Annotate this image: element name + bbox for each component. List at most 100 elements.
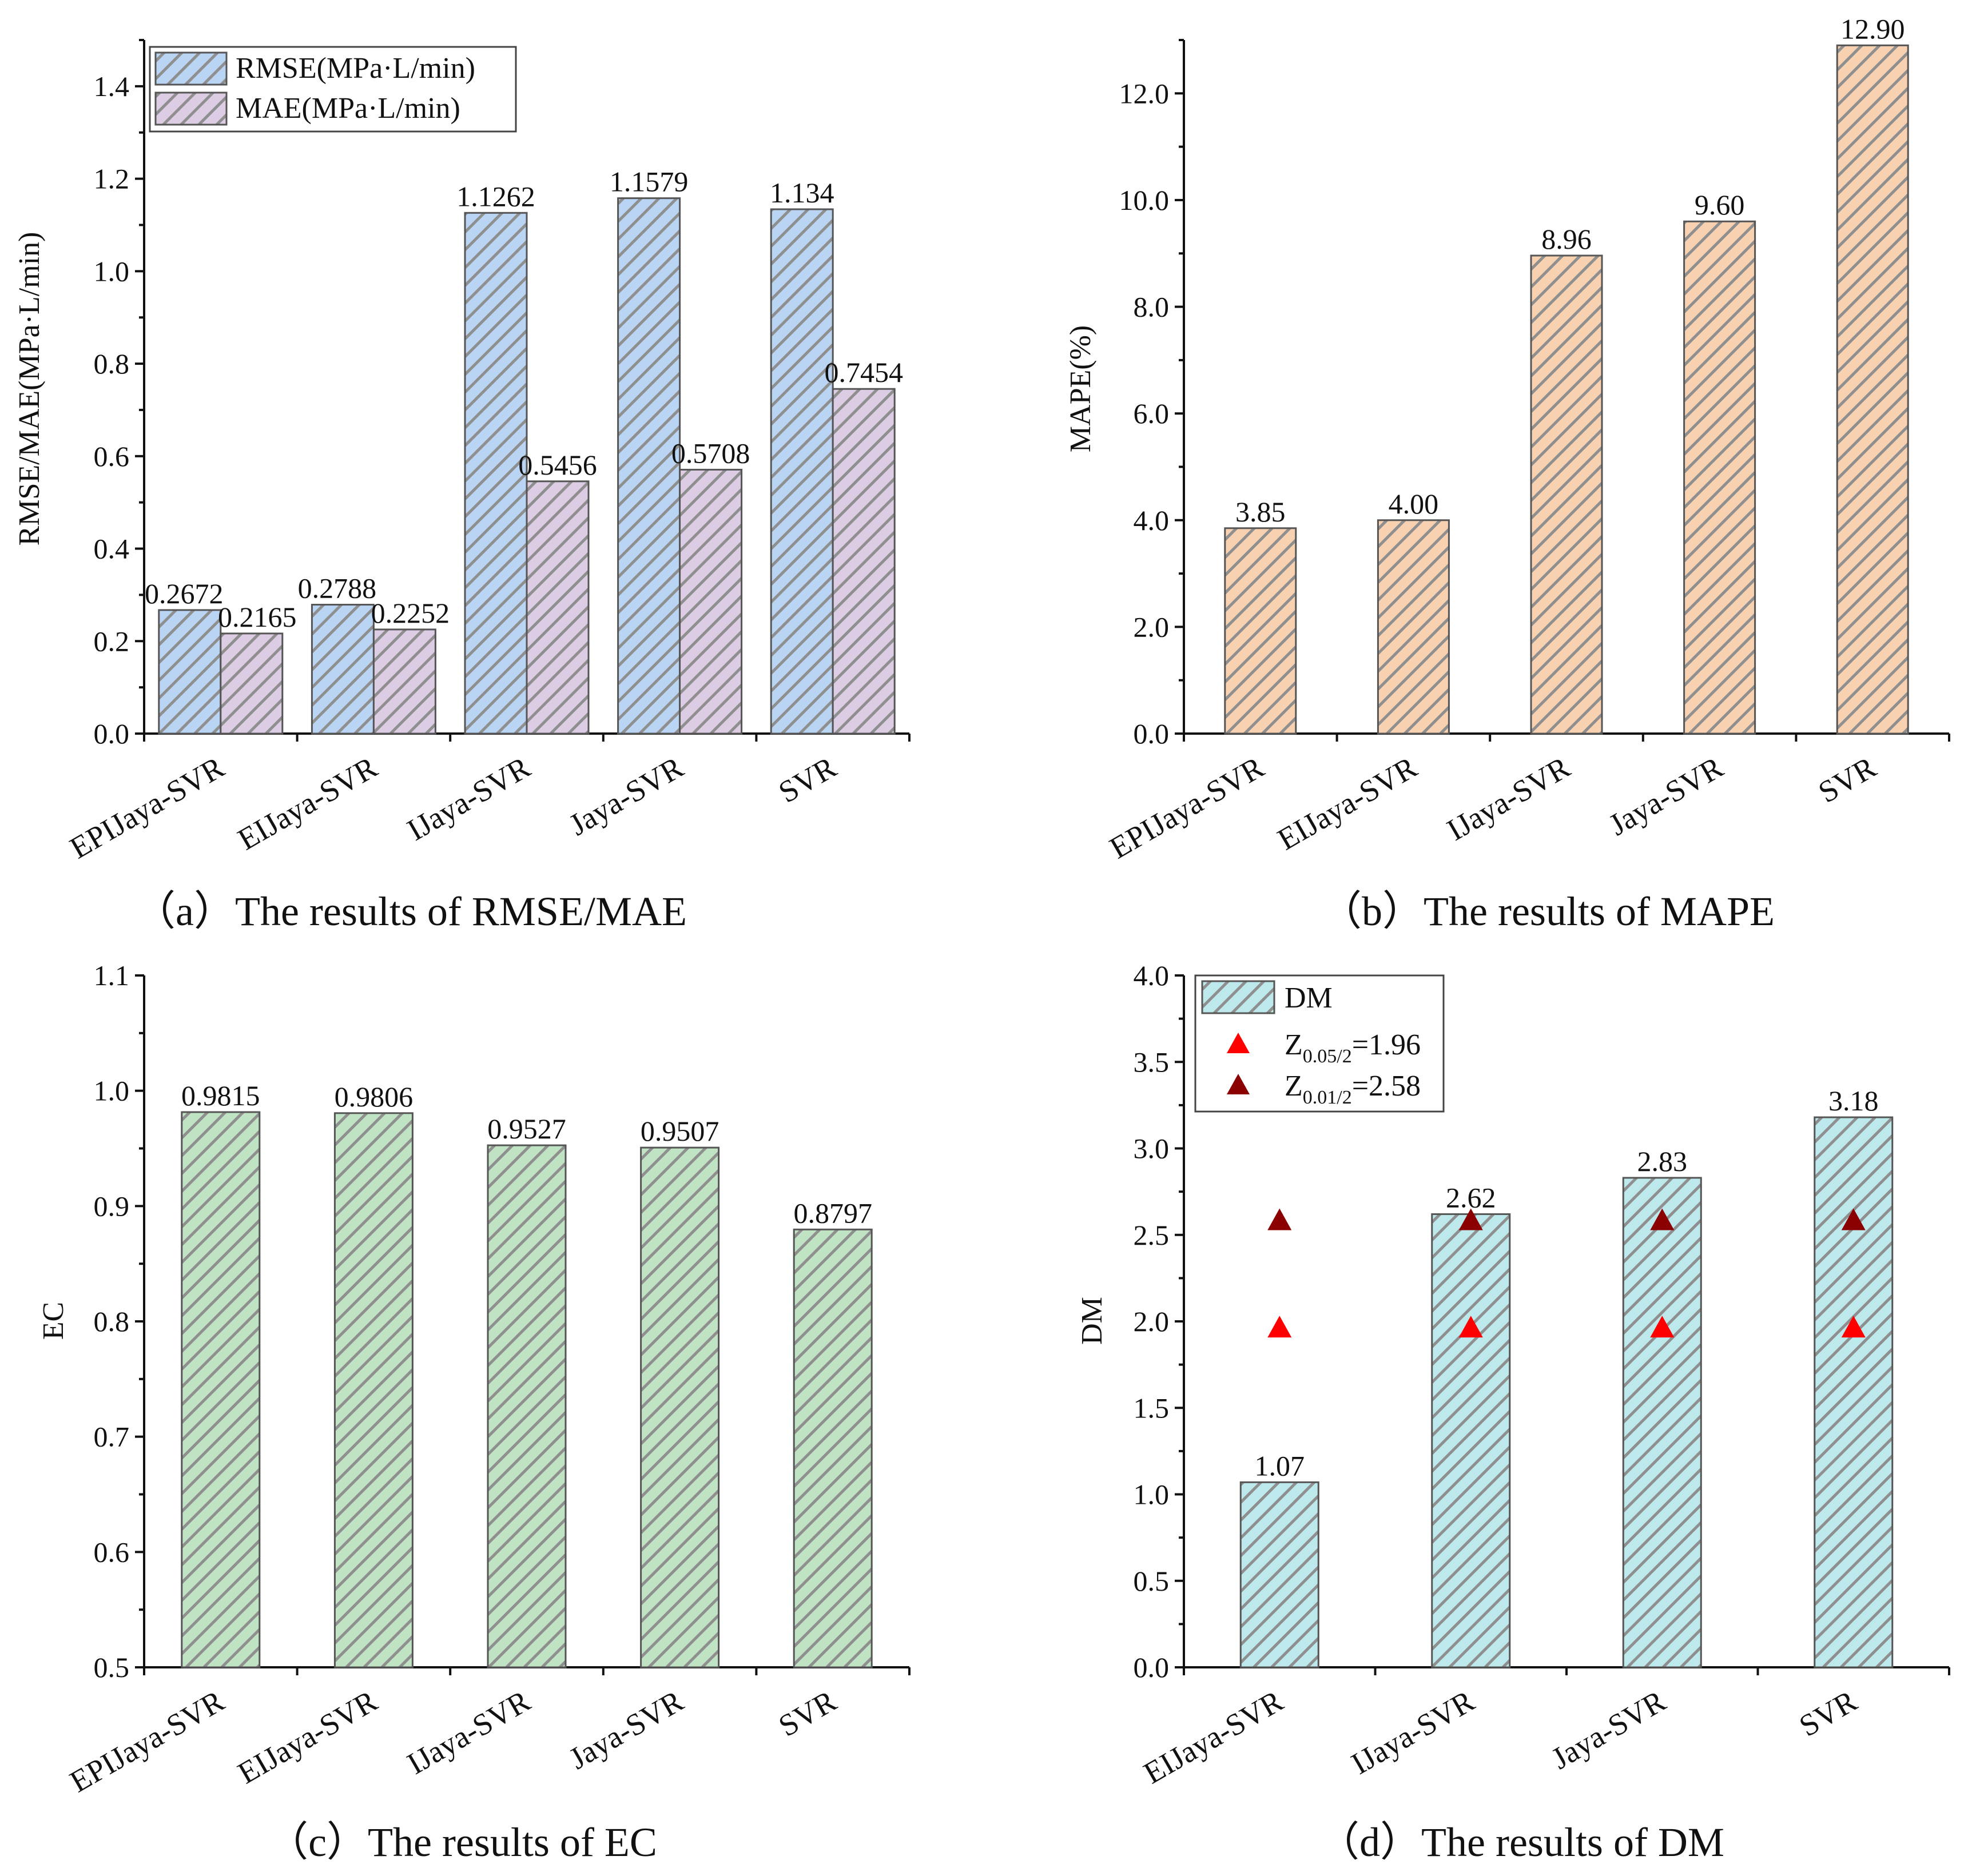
y-tick-label: 1.4 xyxy=(94,70,130,102)
bar xyxy=(1530,254,1603,735)
legend-marker xyxy=(1227,1074,1250,1094)
y-tick-label: 3.0 xyxy=(1134,1133,1170,1165)
x-tick-label: SVR xyxy=(1794,1683,1863,1743)
bar xyxy=(181,1111,261,1668)
bar xyxy=(793,1228,873,1668)
legend-marker xyxy=(1227,1033,1250,1053)
y-tick-label: 3.5 xyxy=(1134,1046,1170,1078)
x-tick-label: Jaya-SVR xyxy=(563,1683,689,1775)
x-tick-label: EIJaya-SVR xyxy=(232,750,383,857)
data-label: 1.1579 xyxy=(610,166,689,198)
x-tick-label: SVR xyxy=(773,750,842,809)
bar xyxy=(1683,220,1756,735)
bar xyxy=(1814,1116,1894,1668)
bar xyxy=(832,388,896,735)
bar xyxy=(311,604,375,735)
y-tick-label: 0.4 xyxy=(94,533,130,565)
y-tick-label: 0.6 xyxy=(94,440,130,472)
y-axis-title: RMSE/MAE(MPa·L/min) xyxy=(13,232,46,546)
x-tick-label: IJaya-SVR xyxy=(401,750,536,847)
data-label: 1.134 xyxy=(770,177,834,209)
y-tick-label: 1.2 xyxy=(94,163,130,195)
x-tick-label: EPIJaya-SVR xyxy=(64,1683,230,1799)
y-tick-label: 0.8 xyxy=(94,348,130,380)
bar xyxy=(333,1112,414,1668)
data-label: 9.60 xyxy=(1695,189,1745,221)
data-label: 0.9507 xyxy=(641,1115,719,1147)
data-label: 0.7454 xyxy=(824,356,903,388)
bar xyxy=(1239,1481,1319,1668)
threshold-marker xyxy=(1267,1208,1292,1230)
bar xyxy=(1622,1177,1702,1668)
y-tick-label: 0.5 xyxy=(94,1651,130,1683)
bar xyxy=(1377,519,1450,735)
y-tick-label: 1.0 xyxy=(94,1075,130,1107)
y-axis-title: MAPE(%) xyxy=(1064,325,1097,452)
legend-label: DM xyxy=(1285,982,1333,1014)
data-label: 0.5708 xyxy=(671,437,750,469)
y-axis-title: EC xyxy=(37,1302,70,1340)
x-tick-label: Jaya-SVR xyxy=(1546,1683,1672,1775)
data-label: 4.00 xyxy=(1389,488,1439,520)
x-tick-label: Jaya-SVR xyxy=(1603,750,1729,842)
y-tick-label: 0.6 xyxy=(94,1536,130,1568)
threshold-marker xyxy=(1841,1208,1866,1230)
legend-label: RMSE(MPa·L/min) xyxy=(236,52,475,85)
threshold-marker xyxy=(1267,1316,1292,1338)
data-label: 0.2165 xyxy=(218,601,297,633)
y-tick-label: 1.1 xyxy=(94,959,130,991)
data-label: 0.2672 xyxy=(145,577,224,610)
bar xyxy=(617,197,681,735)
caption-a: （a）The results of RMSE/MAE xyxy=(134,889,687,934)
y-tick-label: 1.0 xyxy=(94,255,130,287)
data-label: 3.85 xyxy=(1235,496,1286,528)
bar xyxy=(526,480,590,735)
y-tick-label: 0.0 xyxy=(1134,1651,1170,1683)
bar xyxy=(679,468,743,735)
data-label: 0.8797 xyxy=(793,1197,872,1229)
data-label: 2.62 xyxy=(1446,1181,1496,1213)
caption-d: （d）The results of DM xyxy=(1318,1819,1724,1865)
y-tick-label: 0.8 xyxy=(94,1305,130,1337)
y-tick-label: 1.5 xyxy=(1134,1392,1170,1424)
y-tick-label: 0.0 xyxy=(94,718,130,750)
data-label: 0.9527 xyxy=(487,1113,566,1145)
bar xyxy=(372,628,436,735)
x-tick-label: IJaya-SVR xyxy=(1441,750,1576,847)
y-tick-label: 0.7 xyxy=(94,1421,130,1453)
y-tick-label: 0.0 xyxy=(1134,718,1170,750)
y-tick-label: 2.5 xyxy=(1134,1219,1170,1251)
data-label: 0.2252 xyxy=(371,597,450,629)
x-tick-label: SVR xyxy=(773,1683,842,1743)
y-tick-label: 8.0 xyxy=(1134,291,1170,323)
bar xyxy=(464,212,528,735)
data-label: 12.90 xyxy=(1840,13,1905,45)
legend-swatch xyxy=(154,91,228,126)
data-label: 3.18 xyxy=(1828,1085,1879,1117)
data-label: 0.2788 xyxy=(298,572,377,604)
x-tick-label: EPIJaya-SVR xyxy=(1104,750,1270,865)
y-tick-label: 2.0 xyxy=(1134,611,1170,643)
y-tick-label: 10.0 xyxy=(1119,184,1170,216)
legend-label: Z0.05/2=1.96 xyxy=(1285,1029,1421,1067)
y-tick-label: 4.0 xyxy=(1134,504,1170,536)
y-tick-label: 0.5 xyxy=(1134,1565,1170,1597)
bar xyxy=(1224,527,1297,735)
legend: RMSE(MPa·L/min) MAE(MPa·L/min) xyxy=(149,46,517,133)
data-label: 8.96 xyxy=(1541,223,1592,255)
y-tick-label: 0.2 xyxy=(94,625,130,657)
y-tick-label: 4.0 xyxy=(1134,959,1170,991)
chart-mape: MAPE(%) （b）The results of MAPE 0.0 2.0 4.0… xyxy=(1064,13,1950,934)
threshold-marker xyxy=(1458,1208,1483,1230)
bar xyxy=(158,609,222,735)
data-label: 0.5456 xyxy=(518,449,597,481)
legend-label: MAE(MPa·L/min) xyxy=(236,92,460,125)
data-label: 2.83 xyxy=(1637,1145,1688,1177)
threshold-marker xyxy=(1458,1316,1483,1338)
legend-swatch xyxy=(154,51,228,86)
caption-b: （b）The results of MAPE xyxy=(1321,889,1775,934)
chart-ec: EC （c）The results of EC 0.5 0.6 0.7 0.8 0.9 1… xyxy=(37,959,911,1865)
chart-dm: DM （d）The results of DM 0.0 0.5 1.0 1.5 2.0 2… xyxy=(1076,959,1950,1865)
